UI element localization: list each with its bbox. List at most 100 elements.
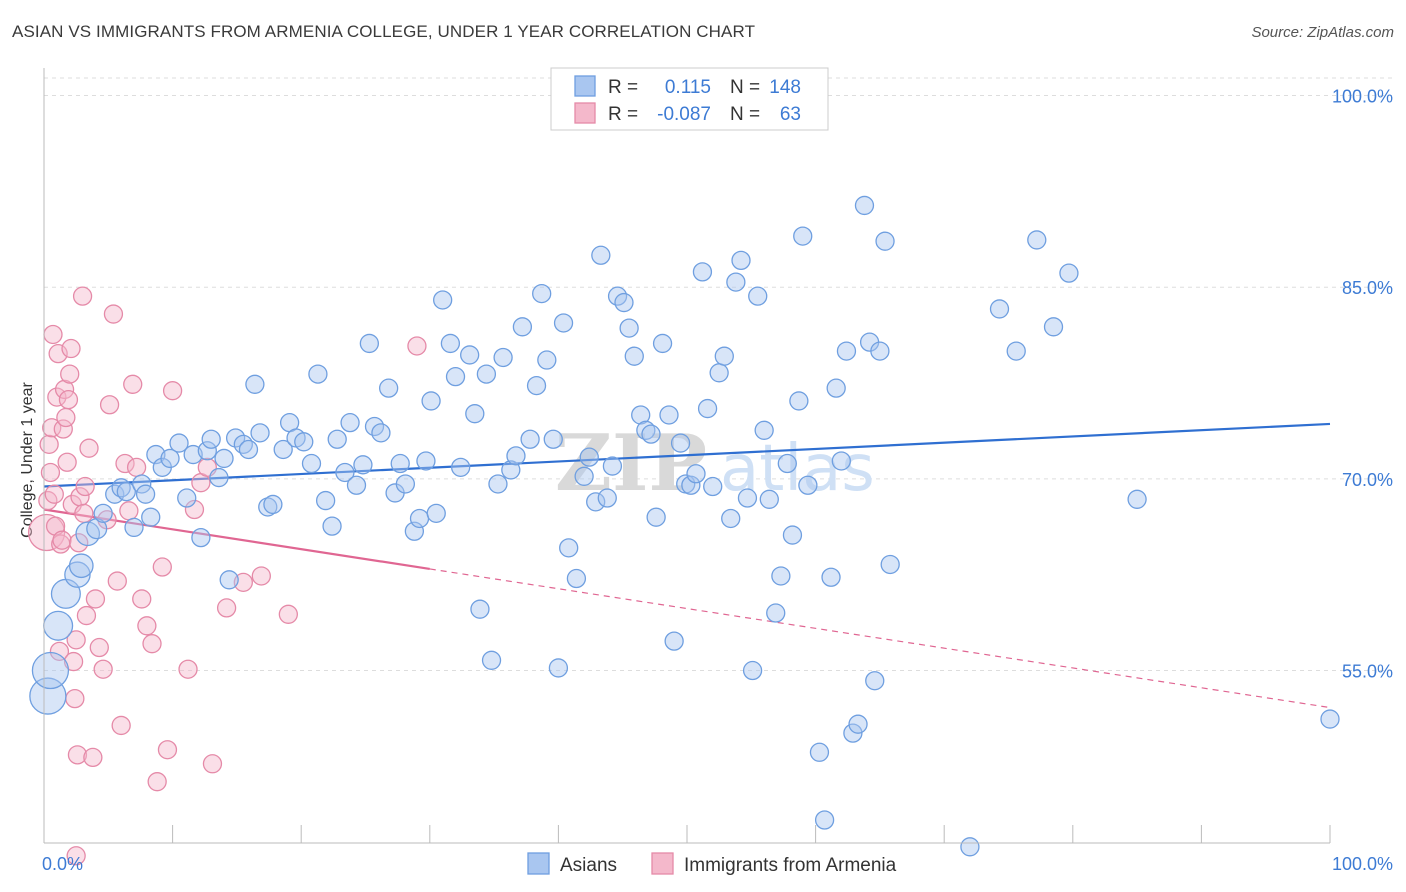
point-asians-39 — [301, 453, 322, 474]
point-armenia-52 — [178, 659, 198, 679]
point-armenia-34 — [89, 637, 109, 658]
point-armenia-29 — [75, 476, 95, 497]
point-asians-55 — [404, 521, 425, 541]
point-armenia-17 — [58, 389, 79, 410]
legend-top-swatch-asians — [574, 75, 596, 97]
point-asians-31 — [245, 374, 265, 394]
axes: 55.0% 70.0% 85.0% 100.0% 0.0% 100.0% — [42, 68, 1393, 874]
point-asians-96 — [646, 507, 666, 527]
point-asians-22 — [191, 527, 211, 548]
legend-top-r-label-asians: R = — [608, 77, 638, 98]
point-asians-127 — [826, 378, 846, 398]
watermark-atlas: atlas — [720, 432, 875, 506]
point-armenia-61 — [407, 336, 427, 356]
point-asians-84 — [579, 447, 599, 467]
point-asians-120 — [782, 525, 803, 545]
point-armenia-44 — [126, 457, 147, 478]
point-asians-38 — [294, 432, 314, 452]
point-asians-98 — [659, 405, 679, 425]
point-asians-11 — [116, 481, 136, 502]
point-asians-30 — [238, 439, 259, 460]
point-asians-79 — [548, 658, 569, 678]
point-armenia-33 — [85, 589, 106, 609]
point-armenia-46 — [137, 616, 157, 636]
point-armenia-3 — [40, 462, 61, 483]
point-armenia-49 — [152, 557, 172, 577]
point-armenia-19 — [61, 338, 81, 359]
point-asians-13 — [132, 474, 152, 494]
point-asians-26 — [214, 448, 234, 469]
point-asians-115 — [754, 420, 774, 440]
point-asians-43 — [327, 429, 347, 449]
point-asians-126 — [821, 567, 841, 587]
point-asians-83 — [574, 466, 594, 486]
point-asians-134 — [865, 671, 885, 691]
legend-top-n-label-armenia: N = — [730, 104, 760, 125]
trend-lines — [43, 422, 1331, 709]
legend-top-n-value-asians: 148 — [769, 77, 801, 98]
point-asians-129 — [836, 341, 857, 361]
legend-top-r-label-armenia: R = — [608, 104, 638, 125]
point-asians-118 — [771, 566, 791, 586]
point-asians-48 — [359, 333, 380, 354]
point-armenia-28 — [74, 503, 94, 524]
point-armenia-25 — [69, 533, 89, 553]
point-asians-140 — [1006, 341, 1026, 361]
point-asians-42 — [322, 516, 342, 536]
point-armenia-48 — [147, 772, 167, 792]
legend-bottom-label-armenia: Immigrants from Armenia — [684, 855, 897, 876]
point-asians-78 — [543, 429, 563, 449]
point-asians-137 — [880, 554, 900, 575]
point-asians-100 — [670, 433, 691, 453]
point-asians-131 — [848, 714, 868, 734]
point-asians-121 — [789, 391, 809, 411]
point-asians-19 — [169, 433, 189, 453]
point-asians-92 — [624, 346, 644, 366]
point-asians-106 — [703, 476, 723, 497]
point-armenia-60 — [278, 604, 298, 624]
chart-title: ASIAN VS IMMIGRANTS FROM ARMENIA COLLEGE… — [12, 22, 756, 41]
point-asians-102 — [681, 475, 701, 495]
point-asians-85 — [586, 492, 606, 512]
point-asians-15 — [141, 507, 161, 527]
legend-top: R = 0.115 N = 148 R = -0.087 N = 63 — [550, 67, 829, 131]
point-asians-90 — [614, 292, 634, 313]
point-asians-27 — [219, 570, 239, 590]
point-armenia-21 — [63, 651, 84, 672]
point-asians-144 — [1127, 489, 1147, 509]
point-asians-63 — [451, 457, 471, 478]
point-armenia-2 — [39, 434, 59, 455]
point-asians-44 — [335, 462, 355, 483]
point-asians-109 — [721, 508, 741, 529]
legend-bottom-swatch-asians — [527, 852, 550, 875]
point-asians-119 — [777, 453, 797, 474]
point-asians-97 — [652, 333, 673, 354]
point-armenia-0 — [27, 513, 66, 552]
point-asians-86 — [591, 245, 611, 265]
point-asians-8 — [93, 503, 113, 524]
point-armenia-13 — [53, 419, 73, 439]
point-armenia-14 — [54, 379, 75, 400]
point-armenia-38 — [103, 304, 124, 324]
point-asians-66 — [470, 599, 490, 619]
point-asians-122 — [793, 226, 813, 246]
point-armenia-59 — [251, 566, 271, 586]
point-asians-2 — [43, 610, 74, 641]
y-tick-label-1: 70.0% — [1342, 470, 1393, 490]
point-asians-138 — [960, 837, 980, 857]
point-asians-54 — [395, 474, 416, 494]
legend-bottom-swatch-armenia — [651, 852, 674, 875]
point-asians-51 — [378, 378, 399, 398]
point-asians-59 — [426, 503, 446, 524]
point-asians-60 — [433, 290, 453, 310]
point-armenia-57 — [216, 598, 237, 618]
point-armenia-8 — [47, 387, 67, 407]
point-armenia-62 — [66, 846, 86, 866]
point-armenia-39 — [107, 571, 127, 591]
point-asians-69 — [488, 474, 508, 494]
point-asians-128 — [831, 451, 851, 471]
point-asians-114 — [748, 286, 768, 306]
y-tick-label-0: 55.0% — [1342, 662, 1393, 682]
point-armenia-41 — [115, 453, 135, 474]
point-armenia-16 — [57, 452, 77, 472]
